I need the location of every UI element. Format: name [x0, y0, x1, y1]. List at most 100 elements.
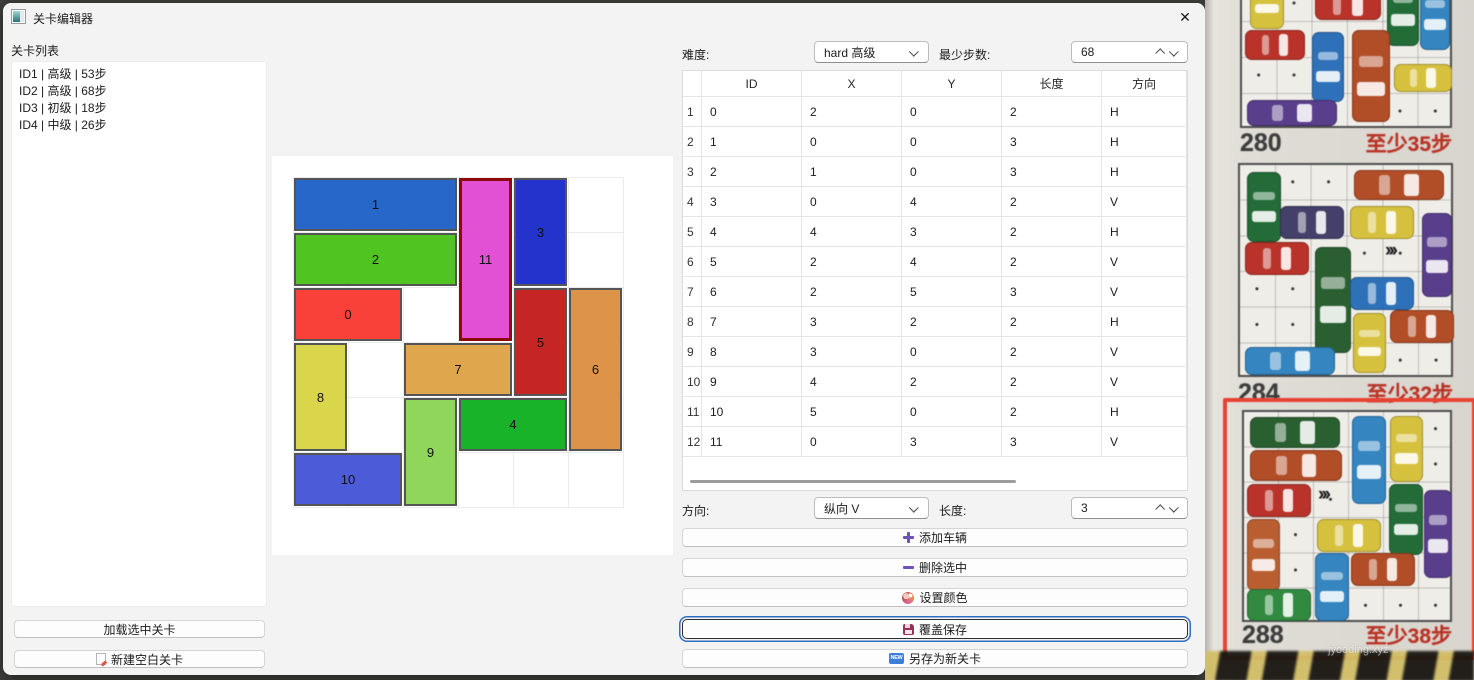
- overwrite-save-button[interactable]: 覆盖保存: [682, 619, 1188, 639]
- table-header-cell: 长度: [1002, 71, 1102, 97]
- min-steps-spinner[interactable]: 68: [1071, 41, 1188, 63]
- table-cell: 2: [802, 277, 902, 307]
- car-windshield: [1357, 81, 1385, 97]
- toy-car: [1353, 313, 1386, 373]
- close-button[interactable]: ✕: [1179, 8, 1191, 25]
- car-windshield: [1356, 465, 1382, 480]
- puzzle-board[interactable]: 0 1 2 3 4 5 6 7 8 9 10 11: [293, 177, 624, 508]
- toy-car: [1247, 519, 1280, 591]
- table-cell: 4: [902, 187, 1002, 217]
- table-cell: 0: [802, 187, 902, 217]
- level-list-item[interactable]: ID2 | 高级 | 68步: [19, 84, 107, 98]
- car-windshield: [1282, 593, 1294, 617]
- floppy-disk-icon: [902, 623, 914, 635]
- car-windshield: [1352, 523, 1364, 548]
- table-cell: 5: [902, 277, 1002, 307]
- photo-card-caption: 288 至少38步: [1242, 620, 1452, 650]
- new-level-button[interactable]: 新建空白关卡: [14, 650, 265, 668]
- table-cell: 3: [1002, 157, 1102, 187]
- vehicle-table[interactable]: ID X Y 长度 方向 1 0 2 0 2 H 2 1 0 0 3 H 3 2 1 0 3 H 4 3 0 4 2 V 5 4 4 3 2 H 6 5…: [682, 70, 1188, 491]
- spin-down-icon[interactable]: [1168, 502, 1179, 513]
- spin-down-icon[interactable]: [1168, 46, 1179, 57]
- car-window: [1272, 104, 1283, 122]
- car-windshield: [1254, 3, 1280, 14]
- photo-content: 280 至少35步 ››› 284 至少32步 ››› 288 至少38步: [1205, 0, 1474, 680]
- table-cell: 7: [683, 277, 702, 307]
- add-vehicle-label: 添加车辆: [918, 531, 967, 545]
- table-cell: 4: [802, 217, 902, 247]
- spin-up-icon[interactable]: [1155, 503, 1166, 514]
- table-cell: 2: [1002, 187, 1102, 217]
- level-list-label: 关卡列表: [11, 44, 60, 58]
- photo-card-caption: 280 至少35步: [1240, 128, 1452, 158]
- car-window: [1425, 0, 1445, 8]
- board-block-2[interactable]: 2: [294, 233, 457, 286]
- toy-car: [1315, 0, 1381, 20]
- horizontal-scrollbar[interactable]: [690, 480, 1016, 483]
- car-windshield: [1357, 346, 1382, 357]
- table-cell: 2: [1002, 367, 1102, 397]
- min-steps-value: 68: [1081, 45, 1095, 59]
- board-block-9[interactable]: 9: [404, 398, 457, 506]
- car-windshield: [1351, 0, 1363, 16]
- toy-car: [1390, 416, 1423, 482]
- table-cell: 0: [702, 97, 802, 127]
- load-level-button[interactable]: 加载选中关卡: [14, 620, 265, 638]
- table-cell: H: [1102, 97, 1187, 127]
- table-cell: 3: [683, 157, 702, 187]
- load-level-label: 加载选中关卡: [103, 622, 176, 637]
- toy-car: [1350, 206, 1414, 239]
- board-block-1[interactable]: 1: [294, 178, 457, 231]
- level-list-item[interactable]: ID4 | 中级 | 26步: [19, 118, 107, 132]
- car-windshield: [1320, 306, 1346, 324]
- table-cell: V: [1102, 367, 1187, 397]
- board-block-7[interactable]: 7: [404, 343, 512, 396]
- board-block-3[interactable]: 3: [514, 178, 567, 286]
- delete-selected-button[interactable]: 删除选中: [682, 558, 1188, 577]
- car-windshield: [1315, 210, 1327, 235]
- direction-label: 方向:: [682, 504, 710, 518]
- difficulty-dropdown[interactable]: hard 高级: [814, 41, 929, 63]
- spin-up-icon[interactable]: [1155, 47, 1166, 58]
- table-cell: 6: [702, 277, 802, 307]
- table-header-cell: 方向: [1102, 71, 1187, 97]
- car-windshield: [1251, 559, 1276, 571]
- table-cell: 2: [1002, 217, 1102, 247]
- photo-card-284: ›››: [1238, 163, 1454, 377]
- table-row[interactable]: 10 9 4 2 2 V: [683, 367, 1187, 397]
- toy-car: [1280, 206, 1344, 239]
- length-spinner[interactable]: 3: [1071, 497, 1188, 519]
- board-block-0[interactable]: 0: [294, 288, 402, 341]
- direction-dropdown[interactable]: 纵向 V: [814, 497, 929, 519]
- table-cell: 4: [802, 367, 902, 397]
- car-windshield: [1282, 488, 1294, 513]
- toy-car: [1350, 277, 1414, 310]
- table-header-cell: X: [802, 71, 902, 97]
- set-color-button[interactable]: 设置颜色: [682, 588, 1188, 607]
- level-list-item[interactable]: ID1 | 高级 | 53步: [19, 67, 107, 81]
- add-vehicle-button[interactable]: 添加车辆: [682, 528, 1188, 547]
- board-block-11[interactable]: 11: [459, 178, 512, 341]
- board-block-6[interactable]: 6: [569, 288, 622, 451]
- board-block-10[interactable]: 10: [294, 453, 402, 506]
- new-level-label: 新建空白关卡: [110, 652, 183, 667]
- board-block-4[interactable]: 4: [459, 398, 567, 451]
- table-row[interactable]: 12 11 0 3 3 V: [683, 427, 1187, 457]
- table-row[interactable]: 11 10 5 0 2 H: [683, 397, 1187, 427]
- board-block-5[interactable]: 5: [514, 288, 567, 396]
- board-block-8[interactable]: 8: [294, 343, 347, 451]
- table-cell: 0: [902, 127, 1002, 157]
- save-as-new-button[interactable]: NEW 另存为新关卡: [682, 649, 1188, 668]
- app-icon: [11, 9, 26, 24]
- level-list-item[interactable]: ID3 | 初级 | 18步: [19, 101, 107, 115]
- level-list[interactable]: ID1 | 高级 | 53步 ID2 | 高级 | 68步 ID3 | 初级 | 1…: [11, 61, 267, 607]
